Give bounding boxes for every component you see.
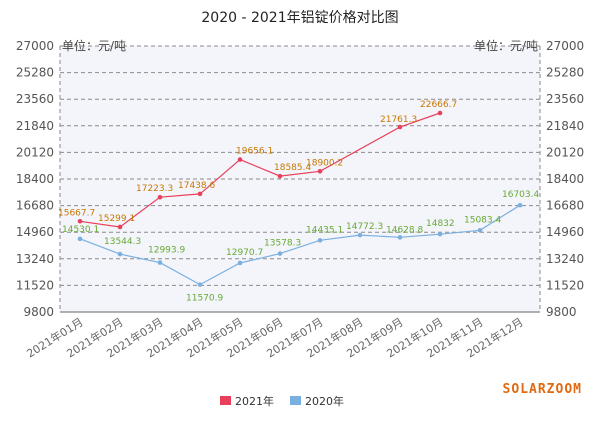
data-label-1: 11570.9 [186, 294, 223, 304]
legend-swatch-1 [290, 396, 301, 405]
data-label-1: 13578.3 [264, 239, 301, 249]
data-label-0: 21761.3 [380, 115, 417, 125]
data-point-0 [77, 218, 83, 224]
y-tick-label-right: 20120 [546, 145, 584, 159]
data-point-0 [277, 173, 283, 179]
data-point-1 [77, 236, 83, 242]
data-label-0: 18585.4 [274, 163, 311, 173]
data-point-0 [397, 124, 403, 130]
y-tick-label-left: 20120 [16, 145, 54, 159]
chart-title: 2020 - 2021年铝锭价格对比图 [201, 10, 398, 26]
y-tick-label-right: 13240 [546, 252, 584, 266]
data-label-1: 14628.8 [386, 225, 423, 235]
data-label-0: 17438.6 [178, 181, 215, 191]
legend-label-0: 2021年 [235, 394, 274, 408]
y-tick-label-right: 21840 [546, 119, 584, 133]
data-label-1: 14435.1 [306, 225, 343, 235]
y-tick-label-left: 16680 [16, 199, 54, 213]
data-label-1: 12970.7 [226, 248, 263, 258]
data-label-1: 12993.9 [148, 246, 185, 256]
brand-watermark: SOLARZOOM [503, 382, 582, 397]
data-label-0: 19656.1 [236, 147, 273, 157]
data-point-1 [197, 282, 203, 287]
data-point-1 [517, 202, 523, 208]
y-tick-label-right: 14960 [546, 225, 584, 239]
data-point-0 [437, 110, 443, 116]
y-tick-label-right: 9800 [546, 305, 577, 319]
y-tick-label-right: 11520 [546, 278, 584, 292]
data-point-1 [317, 238, 323, 243]
y-tick-label-left: 21840 [16, 119, 54, 133]
data-point-0 [317, 168, 323, 174]
unit-label-left: 单位：元/吨 [62, 38, 126, 53]
data-label-1: 13544.3 [104, 237, 141, 247]
data-point-1 [117, 251, 123, 257]
data-label-1: 14530.1 [62, 225, 99, 235]
y-tick-label-right: 25280 [546, 66, 584, 80]
data-label-1: 14832 [426, 219, 455, 229]
y-tick-label-left: 11520 [16, 278, 54, 292]
y-tick-label-right: 18400 [546, 172, 584, 186]
data-label-0: 18900.2 [306, 158, 343, 168]
data-point-1 [277, 251, 283, 256]
legend-label-1: 2020年 [305, 394, 344, 408]
data-point-0 [237, 157, 243, 162]
series-line-1 [79, 204, 521, 286]
data-point-0 [117, 224, 123, 230]
data-point-0 [157, 194, 163, 200]
y-tick-label-left: 18400 [16, 172, 54, 186]
legend-swatch-0 [220, 396, 231, 405]
data-point-1 [437, 231, 443, 237]
y-tick-label-right: 16680 [546, 199, 584, 213]
data-label-0: 15299.1 [98, 214, 135, 224]
data-label-0: 17223.3 [136, 184, 173, 194]
data-label-1: 16703.4 [502, 190, 539, 200]
data-label-1: 15083.4 [464, 215, 501, 225]
data-point-1 [157, 260, 163, 265]
data-point-1 [397, 235, 403, 240]
y-tick-label-left: 14960 [16, 225, 54, 239]
y-tick-label-right: 27000 [546, 39, 584, 53]
data-label-1: 14772.3 [346, 222, 383, 232]
y-tick-label-left: 9800 [23, 305, 54, 319]
y-tick-label-left: 23560 [16, 92, 54, 106]
y-tick-label-right: 23560 [546, 92, 584, 106]
data-label-0: 22666.7 [420, 100, 457, 110]
data-point-1 [357, 232, 363, 238]
data-label-0: 15667.7 [58, 208, 95, 218]
y-tick-label-left: 25280 [16, 66, 54, 80]
y-tick-label-left: 13240 [16, 252, 54, 266]
y-tick-label-left: 27000 [16, 39, 54, 53]
data-point-1 [237, 260, 243, 266]
data-point-0 [197, 191, 203, 197]
unit-label-right: 单位：元/吨 [474, 38, 538, 53]
data-point-1 [477, 227, 483, 233]
